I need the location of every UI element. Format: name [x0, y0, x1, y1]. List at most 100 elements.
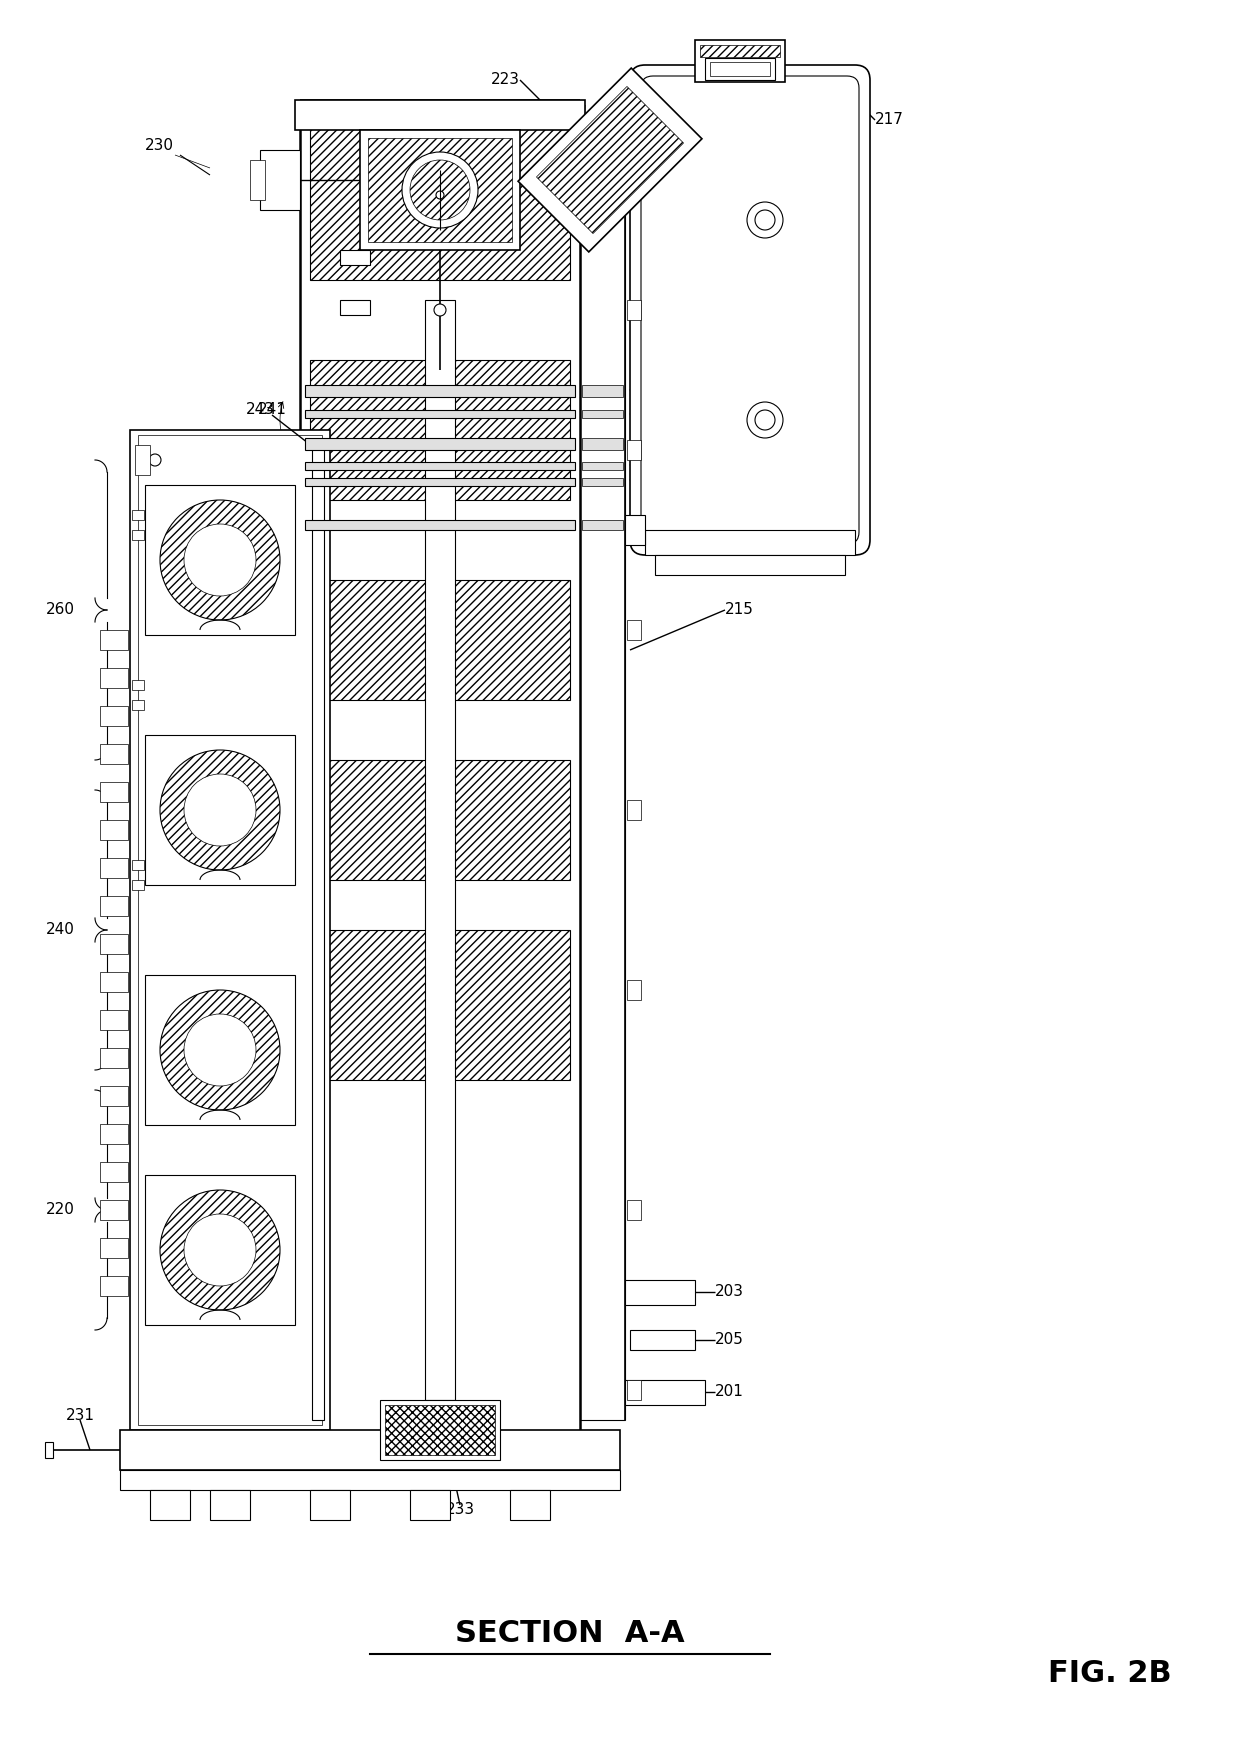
- Circle shape: [755, 210, 775, 230]
- Bar: [100, 1200, 128, 1221]
- Bar: [368, 139, 512, 242]
- Text: 231: 231: [66, 1407, 94, 1422]
- Bar: [100, 896, 128, 916]
- Circle shape: [149, 454, 161, 467]
- Bar: [582, 519, 622, 530]
- Bar: [250, 160, 265, 200]
- Text: 220: 220: [46, 1203, 74, 1217]
- Bar: [131, 881, 144, 889]
- Bar: [625, 1280, 694, 1305]
- Bar: [100, 821, 128, 840]
- Bar: [360, 130, 520, 251]
- Bar: [305, 461, 575, 470]
- Bar: [310, 581, 570, 700]
- Text: 240: 240: [46, 923, 74, 937]
- Bar: [379, 1400, 500, 1459]
- Bar: [310, 360, 570, 500]
- Bar: [305, 410, 575, 417]
- Text: 213: 213: [630, 363, 754, 389]
- Bar: [100, 1238, 128, 1258]
- Bar: [310, 759, 570, 881]
- Bar: [305, 384, 575, 396]
- Bar: [312, 440, 324, 1421]
- Bar: [627, 1200, 641, 1221]
- Text: 235: 235: [630, 500, 754, 523]
- Bar: [701, 46, 780, 56]
- Bar: [582, 479, 622, 486]
- Bar: [706, 58, 775, 81]
- Circle shape: [434, 303, 446, 316]
- Text: 243: 243: [246, 402, 274, 417]
- Bar: [627, 1380, 641, 1400]
- Bar: [582, 438, 622, 451]
- Bar: [100, 1010, 128, 1030]
- Bar: [100, 972, 128, 993]
- Text: 233: 233: [445, 1503, 475, 1517]
- Text: 217: 217: [875, 112, 904, 128]
- FancyBboxPatch shape: [630, 65, 870, 554]
- Text: 223: 223: [491, 72, 520, 88]
- Bar: [131, 700, 144, 710]
- Bar: [145, 735, 295, 886]
- Bar: [210, 1489, 250, 1521]
- Bar: [655, 554, 844, 575]
- Bar: [45, 1442, 53, 1458]
- Bar: [150, 1489, 190, 1521]
- Bar: [310, 111, 570, 281]
- Text: FIG. 2B: FIG. 2B: [1048, 1659, 1172, 1689]
- Bar: [131, 681, 144, 689]
- Bar: [627, 800, 641, 821]
- Text: 211: 211: [630, 423, 754, 442]
- Bar: [131, 859, 144, 870]
- Bar: [625, 1380, 706, 1405]
- Text: 205: 205: [715, 1333, 744, 1347]
- Bar: [130, 430, 330, 1430]
- Bar: [100, 630, 128, 651]
- Bar: [100, 1275, 128, 1296]
- Circle shape: [746, 202, 782, 239]
- Circle shape: [755, 410, 775, 430]
- Bar: [340, 300, 370, 316]
- Bar: [135, 446, 150, 475]
- Ellipse shape: [160, 989, 280, 1110]
- Text: 260: 260: [46, 603, 74, 617]
- Bar: [100, 782, 128, 802]
- Text: 230: 230: [145, 137, 174, 153]
- Bar: [627, 300, 641, 319]
- Bar: [145, 975, 295, 1124]
- Bar: [100, 1047, 128, 1068]
- Ellipse shape: [160, 1189, 280, 1310]
- Bar: [131, 530, 144, 540]
- Ellipse shape: [160, 751, 280, 870]
- Bar: [100, 1161, 128, 1182]
- Bar: [100, 858, 128, 879]
- Bar: [310, 930, 570, 1080]
- Bar: [580, 200, 625, 1421]
- Text: 237: 237: [630, 444, 754, 465]
- Bar: [582, 384, 622, 396]
- Bar: [645, 530, 856, 554]
- Text: 241: 241: [258, 402, 286, 417]
- Text: 235: 235: [630, 391, 754, 414]
- Ellipse shape: [184, 1214, 255, 1286]
- Bar: [340, 251, 370, 265]
- Bar: [100, 1124, 128, 1144]
- Bar: [310, 1489, 350, 1521]
- Text: 203: 203: [715, 1284, 744, 1300]
- Bar: [100, 1086, 128, 1107]
- Bar: [410, 1489, 450, 1521]
- Bar: [627, 619, 641, 640]
- Circle shape: [746, 402, 782, 438]
- Bar: [582, 410, 622, 417]
- Bar: [630, 1330, 694, 1351]
- Bar: [625, 516, 645, 545]
- Bar: [100, 933, 128, 954]
- Text: 215: 215: [725, 603, 754, 617]
- Bar: [120, 1470, 620, 1489]
- Bar: [260, 151, 300, 210]
- Bar: [305, 438, 575, 451]
- Text: 239: 239: [630, 461, 754, 481]
- Bar: [627, 980, 641, 1000]
- Bar: [627, 440, 641, 460]
- Circle shape: [402, 153, 477, 228]
